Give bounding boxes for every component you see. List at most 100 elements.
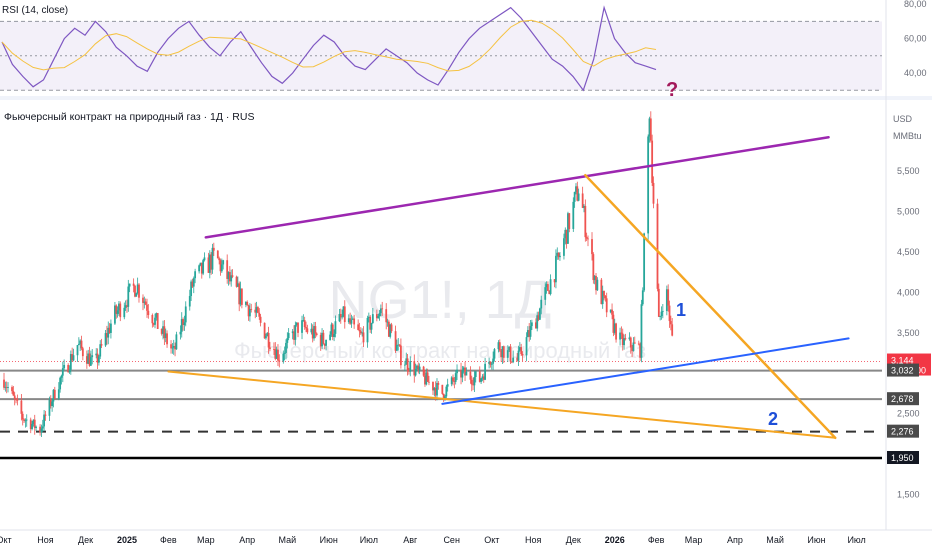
candle-body: [231, 275, 234, 277]
candle-body: [621, 333, 624, 346]
candle: [545, 281, 548, 294]
candle-body: [366, 317, 369, 343]
pane-separator: [0, 96, 932, 100]
candle: [623, 334, 625, 350]
candle: [216, 249, 219, 259]
price-badge-bg: [887, 424, 919, 438]
candle-body: [16, 399, 19, 401]
candle-body: [283, 352, 286, 354]
candle-body: [417, 365, 420, 371]
candle-body: [418, 366, 421, 371]
candle-body: [207, 257, 210, 273]
candle: [379, 304, 382, 317]
candle-body: [334, 321, 337, 334]
candle: [76, 345, 79, 362]
candle-body: [424, 375, 426, 385]
candle-body: [95, 353, 98, 356]
candle: [537, 311, 540, 322]
candle: [469, 366, 472, 384]
candle: [294, 321, 297, 346]
candle: [450, 376, 453, 387]
candle: [338, 309, 341, 323]
candle: [166, 330, 168, 348]
candle: [563, 233, 565, 260]
candle-body: [390, 324, 393, 332]
candle: [478, 366, 481, 383]
candle: [23, 418, 25, 423]
candle: [371, 308, 374, 324]
candle: [255, 301, 258, 317]
candle-body: [553, 279, 556, 283]
candle-body: [154, 317, 156, 325]
candle-body: [170, 344, 172, 349]
candle-body: [104, 333, 107, 346]
candle-body: [464, 367, 466, 376]
candle: [595, 273, 597, 295]
candle-body: [25, 419, 28, 421]
candle-body: [538, 308, 541, 320]
candle-body: [151, 315, 154, 324]
candle: [540, 295, 543, 315]
candle-body: [321, 332, 323, 347]
candle: [432, 381, 434, 395]
candle: [490, 361, 493, 370]
candle: [315, 332, 318, 337]
candle: [246, 300, 249, 306]
candle-body: [359, 331, 362, 334]
candle: [465, 367, 468, 376]
candle-body: [652, 182, 655, 204]
candle-body: [81, 348, 84, 357]
candle-body: [526, 330, 529, 338]
candle: [11, 385, 13, 394]
candle-body: [369, 316, 372, 330]
candle-body: [581, 193, 584, 208]
candle-body: [43, 414, 45, 427]
candle-body: [362, 332, 365, 343]
candle-body: [437, 382, 440, 385]
candle: [321, 328, 323, 350]
candle-body: [587, 238, 589, 240]
candle-body: [510, 361, 513, 363]
candle: [282, 350, 285, 364]
candle: [339, 308, 342, 324]
candle-body: [293, 331, 295, 340]
candle-body: [462, 367, 465, 371]
candle-body: [191, 281, 194, 287]
x-axis-tick: Апр: [727, 535, 743, 545]
candle: [235, 275, 238, 288]
candle-body: [329, 334, 331, 340]
candle-body: [244, 302, 247, 305]
candle-body: [397, 344, 400, 346]
candle: [530, 319, 533, 331]
candle-body: [361, 332, 364, 334]
candle: [651, 134, 654, 187]
candle-body: [405, 358, 408, 365]
candle-body: [556, 252, 559, 256]
candle: [207, 252, 210, 273]
candle: [329, 331, 331, 341]
candle-body: [573, 191, 576, 202]
candle: [592, 252, 595, 284]
candle-body: [118, 303, 120, 311]
candle-body: [520, 347, 523, 355]
candle: [287, 328, 290, 341]
candle-body: [651, 140, 654, 183]
candle-body: [210, 254, 213, 270]
candle: [406, 353, 409, 376]
candle: [591, 232, 593, 261]
candle-body: [425, 372, 428, 385]
candle-body: [319, 334, 322, 347]
candle-body: [32, 419, 35, 425]
candle-body: [53, 389, 56, 399]
candle-body: [385, 309, 388, 323]
candle-body: [408, 369, 410, 372]
rsi-line: [1, 5, 657, 92]
candle-body: [203, 257, 206, 261]
candle: [508, 346, 511, 352]
candle-body: [648, 118, 651, 137]
candle-body: [219, 260, 222, 272]
candle: [259, 313, 262, 327]
candle: [53, 386, 56, 400]
candle-body: [71, 354, 74, 361]
